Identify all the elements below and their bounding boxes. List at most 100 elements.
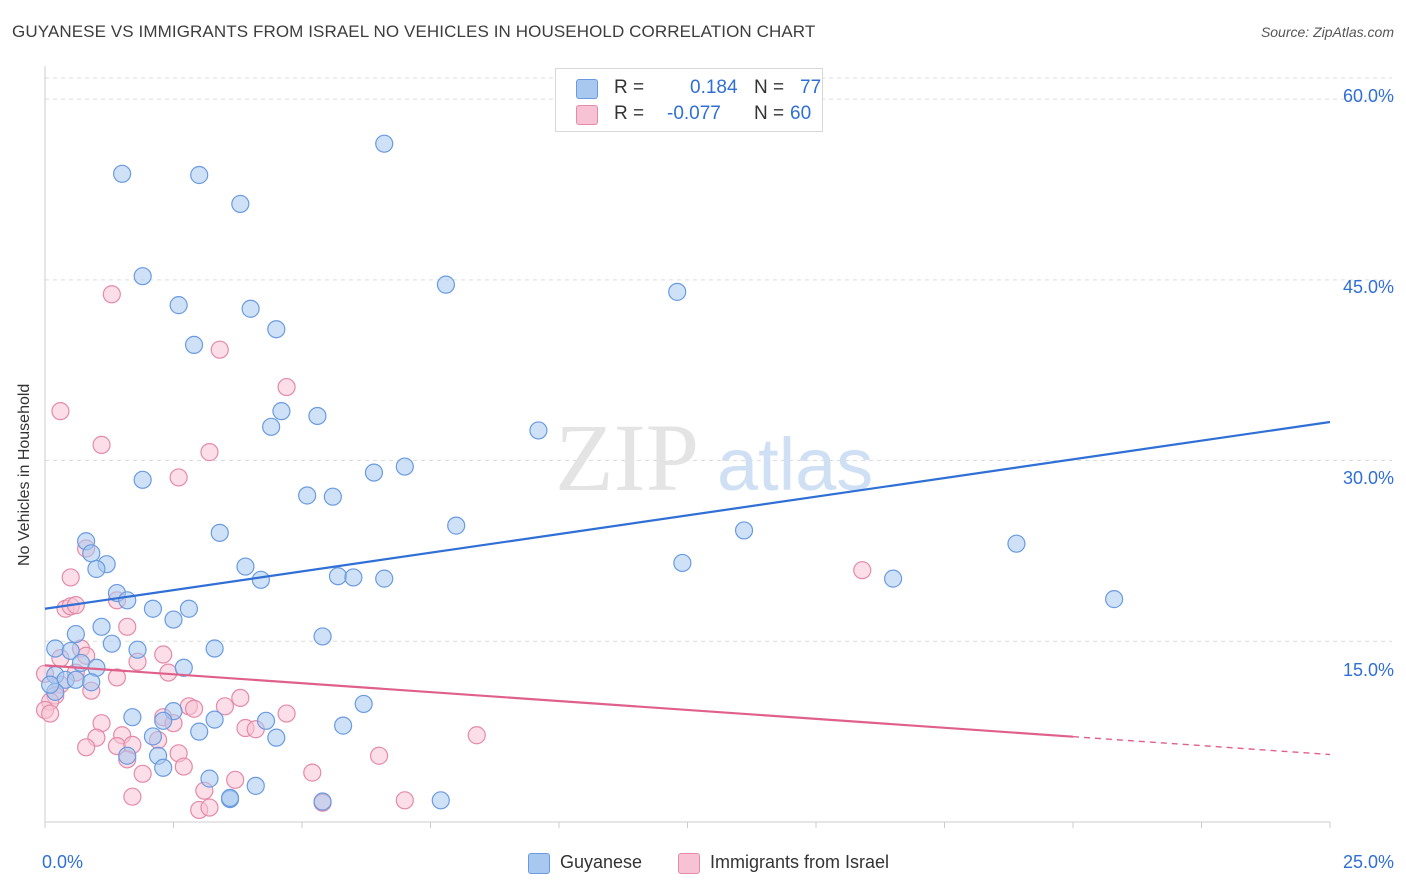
guyanese-point [673,553,692,573]
guyanese-point [154,711,173,730]
guyanese-point [46,639,65,658]
israel-point [51,402,70,421]
chart-title: GUYANESE VS IMMIGRANTS FROM ISRAEL NO VE… [12,22,816,41]
guyanese-point [210,523,229,542]
guyanese-point [246,776,265,795]
r-label: R = [614,103,645,124]
guyanese-point [668,282,687,301]
guyanese-point [123,708,142,727]
guyanese-point [298,486,317,505]
y-axis-label: No Vehicles in Household [16,383,33,566]
guyanese-point [364,463,384,482]
guyanese-point [313,792,332,811]
guyanese-point [128,640,147,659]
guyanese-point [190,722,209,741]
guyanese-point [231,194,250,214]
guyanese-point [133,470,152,489]
guyanese-point [66,624,85,644]
israel-trend-line [44,664,1074,738]
israel-point [200,443,219,462]
y-tick-label: 15.0% [1342,660,1394,680]
guyanese-point [395,457,414,476]
legend-swatch [678,853,700,874]
watermark-zip: ZIP [555,404,699,511]
guyanese-swatch [576,79,598,99]
guyanese-point [447,516,466,535]
guyanese-point [164,610,183,629]
guyanese-point [190,165,209,185]
guyanese-point [328,567,348,586]
guyanese-point [354,694,373,714]
guyanese-point [82,544,101,563]
r-value: 0.184 [690,77,738,98]
guyanese-point [143,727,163,746]
israel-point [123,787,142,806]
guyanese-point [205,639,224,658]
guyanese-point [102,634,121,653]
guyanese-point [436,275,456,294]
guyanese-point [262,417,281,436]
guyanese-point [184,335,204,354]
stats-box: R = 0.184 N = 77 R = -0.077 N = 60 [555,68,823,132]
israel-point [118,617,137,636]
guyanese-point [236,557,255,576]
israel-point [226,770,245,789]
israel-point [77,738,96,757]
legend-label: Immigrants from Israel [710,852,890,872]
trend-lines [44,420,1331,756]
israel-point [303,763,322,782]
guyanese-point [344,568,363,587]
guyanese-point [267,728,286,747]
watermark: ZIP atlas [555,404,873,511]
guyanese-point [112,164,132,183]
israel-point [467,726,486,745]
israel-point [231,688,250,708]
n-value: 77 [800,77,822,98]
israel-point [184,699,204,718]
guyanese-point [883,569,903,588]
r-label: R = [614,77,645,98]
grid-lines [45,77,1392,642]
israel-point [107,668,127,687]
israel-point [61,568,80,587]
guyanese-point [313,627,332,646]
israel-point [154,645,173,664]
guyanese-point [174,658,193,677]
israel-point [169,468,188,487]
guyanese-point [375,569,394,588]
n-label: N = [754,77,785,98]
source-credit: Source: ZipAtlas.com [1260,24,1394,40]
guyanese-point [375,134,394,153]
guyanese-point [323,487,342,506]
guyanese-point [431,791,450,810]
n-value: 60 [790,103,812,124]
israel-point [133,764,152,783]
guyanese-point [61,641,80,661]
y-axis-label-wrap: No Vehicles in Household [16,274,34,566]
guyanese-point [1007,534,1026,553]
guyanese-point [256,711,276,730]
data-points [35,134,1124,820]
israel-point [200,798,219,817]
legend-label: Guyanese [560,852,643,872]
guyanese-point [169,296,188,315]
watermark-atlas: atlas [717,423,873,506]
guyanese-point [82,673,101,692]
guyanese-point [133,267,152,286]
israel-point [174,757,193,776]
guyanese-point [200,769,219,788]
x-tick-label: 0.0% [42,852,84,872]
r-value: -0.077 [667,103,721,124]
guyanese-point [220,788,240,808]
guyanese-point [154,758,173,777]
israel-point [102,285,121,304]
legend-swatch [528,853,550,874]
israel-swatch [576,105,598,125]
guyanese-point [143,599,163,618]
guyanese-point [272,402,291,421]
israel-point [210,340,229,359]
guyanese-point [308,406,327,426]
guyanese-point [734,521,754,540]
israel-point [92,435,111,454]
